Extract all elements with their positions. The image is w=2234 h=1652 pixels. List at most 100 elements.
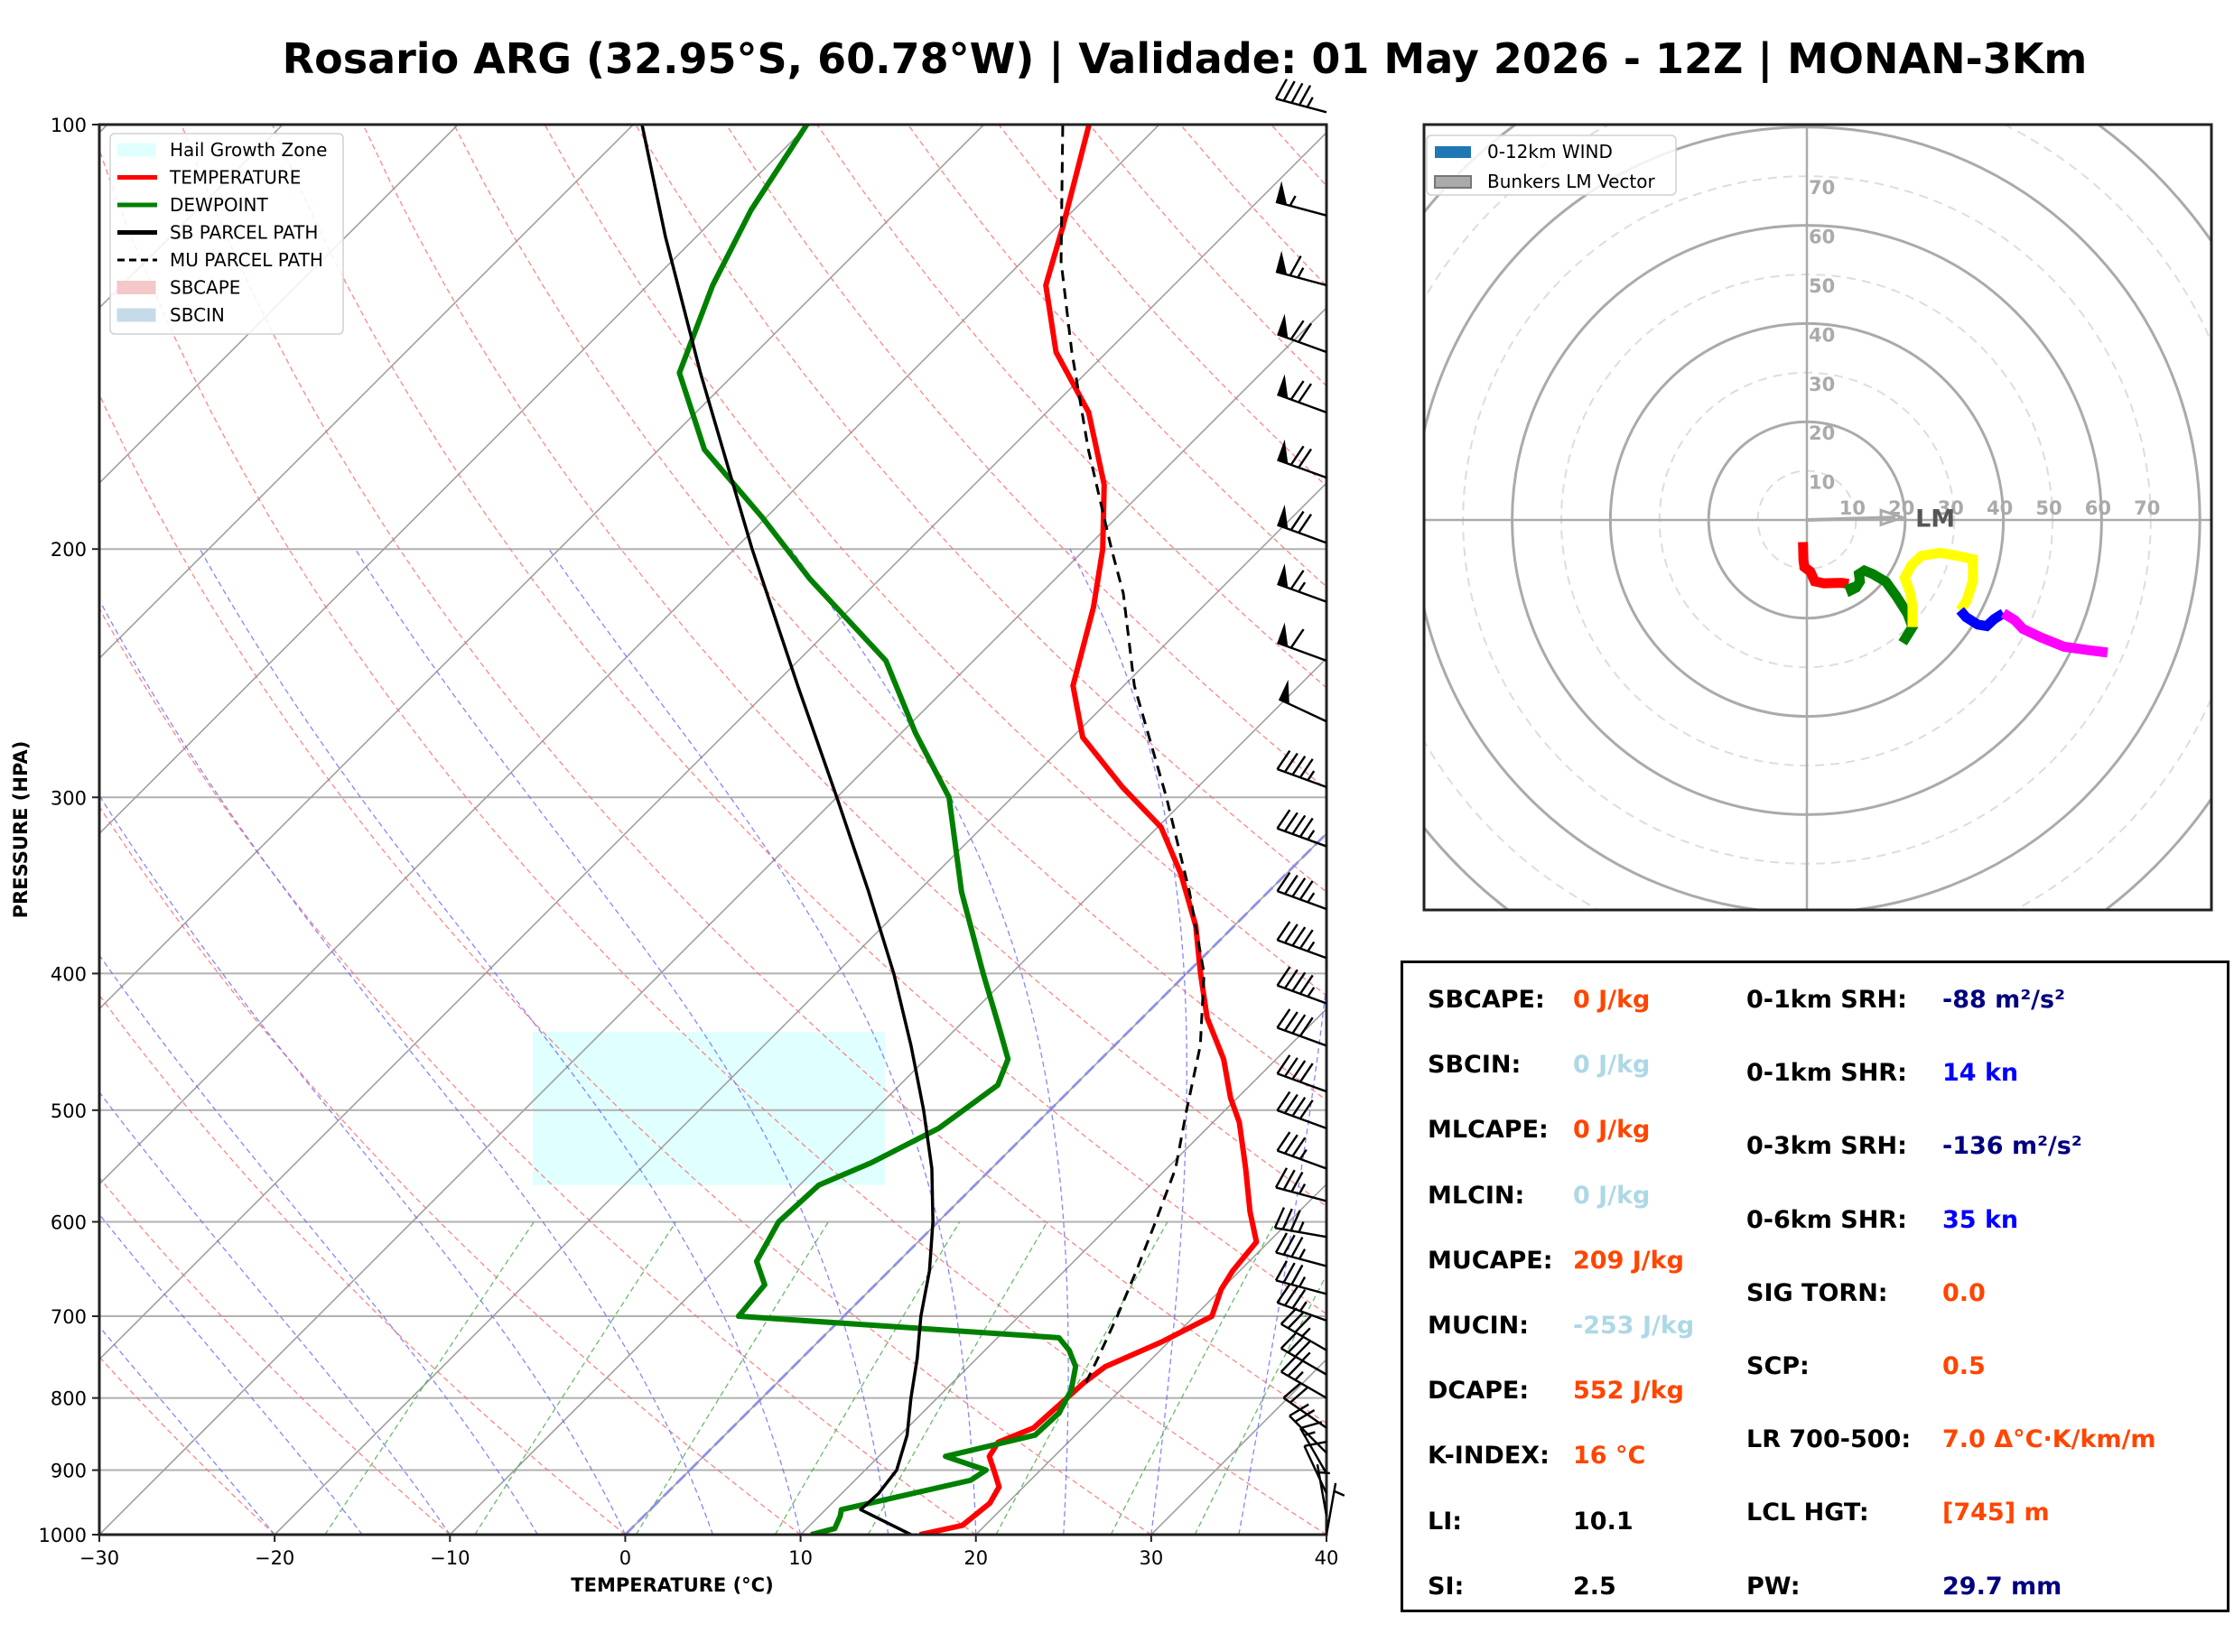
y-axis-label: PRESSURE (HPA) (10, 741, 32, 919)
mixing-ratio-line (995, 1221, 1168, 1535)
x-tick-label: 20 (963, 1547, 988, 1569)
barb-half (1299, 1301, 1308, 1312)
barb-full (1291, 814, 1307, 835)
stat-label: SBCIN: (1428, 1051, 1522, 1080)
sb-parcel-line (640, 125, 935, 1535)
y-tick-label: 200 (51, 539, 87, 561)
barb-flag (1275, 181, 1288, 205)
hodo-ring-label-x: 10 (1839, 497, 1866, 519)
wind-barb (1276, 1008, 1327, 1047)
stat-value: 16 °C (1573, 1442, 1646, 1471)
barb-staff (1280, 1347, 1327, 1376)
dry-adiabat-line (99, 1176, 451, 1535)
isotherm-line (449, 657, 1326, 1535)
barb-full (1289, 1403, 1309, 1417)
stat-label: SCP: (1746, 1352, 1810, 1380)
barb-full (1282, 1382, 1301, 1399)
dewpoint-line (676, 125, 1079, 1535)
barb-full (1289, 380, 1305, 401)
dry-adiabat-line (99, 607, 977, 1535)
barb-full (1291, 1060, 1307, 1081)
hodograph-frame (1422, 123, 2213, 912)
barb-full (1298, 514, 1313, 534)
barb-full (1290, 1236, 1304, 1258)
mu-parcel-line (1059, 125, 1205, 1384)
stat-label: PW: (1746, 1572, 1801, 1601)
barb-full (1294, 1340, 1312, 1358)
barb-full (1283, 1285, 1299, 1306)
hodo-ring-label-y: 50 (1809, 275, 1835, 297)
hodo-ring-label-x: 50 (2035, 497, 2062, 519)
wind-barb (1277, 563, 1327, 603)
barb-full (1304, 1440, 1327, 1448)
barb-full (1294, 1409, 1316, 1423)
mixing-ratio-line (324, 1221, 535, 1535)
stat-label: 0-1km SHR: (1746, 1059, 1907, 1088)
barb-full (1299, 929, 1314, 950)
barb-full (1276, 1054, 1291, 1074)
legend-label: TEMPERATURE (169, 167, 301, 189)
y-tick-label: 400 (51, 963, 87, 985)
barb-full (1276, 1091, 1291, 1111)
legend-swatch (116, 281, 156, 294)
barb-full (1290, 1171, 1304, 1193)
stat-label: MLCIN: (1428, 1181, 1525, 1210)
dry-adiabat-line (99, 994, 626, 1535)
barb-half (1301, 1327, 1311, 1338)
mixing-ratio-line (867, 1221, 1048, 1535)
barb-half (1299, 1183, 1307, 1195)
y-tick-label: 600 (51, 1211, 87, 1233)
barb-full (1283, 812, 1299, 832)
moist-adiabat-line (1238, 979, 1326, 1535)
freezing-isotherm (624, 831, 1326, 1535)
stat-value: 0 J/kg (1573, 1181, 1651, 1210)
barb-full (1280, 1307, 1298, 1325)
stat-value: -253 J/kg (1573, 1312, 1695, 1340)
dry-adiabat-line (271, 125, 1326, 1315)
isotherm-line (99, 131, 1326, 1360)
hodo-ring-label-x: 30 (1938, 497, 1964, 519)
barb-half (1307, 987, 1316, 998)
barb-full (1282, 1234, 1296, 1256)
barb-staff (1277, 939, 1327, 960)
barb-half (1306, 97, 1314, 108)
legend-label: MU PARCEL PATH (170, 249, 323, 271)
barb-full (1289, 510, 1305, 531)
stat-label: SIG TORN: (1746, 1278, 1888, 1307)
barb-full (1299, 1100, 1314, 1119)
hodo-ring-label-y: 10 (1809, 472, 1835, 494)
barb-full (1273, 1207, 1286, 1229)
isotherm-line (1150, 1358, 1326, 1535)
stat-value: 2.5 (1573, 1572, 1616, 1601)
stat-value: 0 J/kg (1573, 1051, 1651, 1080)
barb-full (1280, 1355, 1298, 1373)
stat-value: -136 m²/s² (1942, 1132, 2082, 1161)
dry-adiabat-line (362, 125, 1326, 1208)
stat-label: 0-3km SRH: (1746, 1132, 1907, 1161)
barb-half (1318, 1471, 1330, 1475)
wind-barb (1276, 1283, 1327, 1322)
wind-barb (1275, 250, 1327, 287)
barb-half (1304, 1431, 1316, 1437)
barb-full (1274, 79, 1289, 99)
barb-full (1289, 570, 1305, 590)
isotherm-line (274, 482, 1326, 1535)
wind-barb (1289, 1403, 1327, 1454)
hodo-ring-label-y: 30 (1809, 374, 1835, 395)
x-tick-label: 0 (619, 1547, 631, 1569)
x-tick-label: −30 (79, 1547, 119, 1569)
barb-full (1290, 82, 1304, 104)
mixing-ratio-line (635, 1221, 829, 1535)
barb-full (1294, 1315, 1312, 1333)
moist-adiabat-line (99, 599, 714, 1535)
hail-zone-mask-right (885, 1032, 1326, 1185)
stat-value: 7.0 Δ°C·K/km/m (1942, 1425, 2156, 1454)
barb-flag (1277, 313, 1289, 339)
barb-full (1291, 971, 1307, 992)
stat-value: 0 J/kg (1573, 1116, 1651, 1145)
barb-flag (1275, 250, 1288, 275)
legend-label: SB PARCEL PATH (170, 222, 318, 244)
barb-full (1283, 923, 1299, 944)
wind-barb (1275, 181, 1327, 217)
